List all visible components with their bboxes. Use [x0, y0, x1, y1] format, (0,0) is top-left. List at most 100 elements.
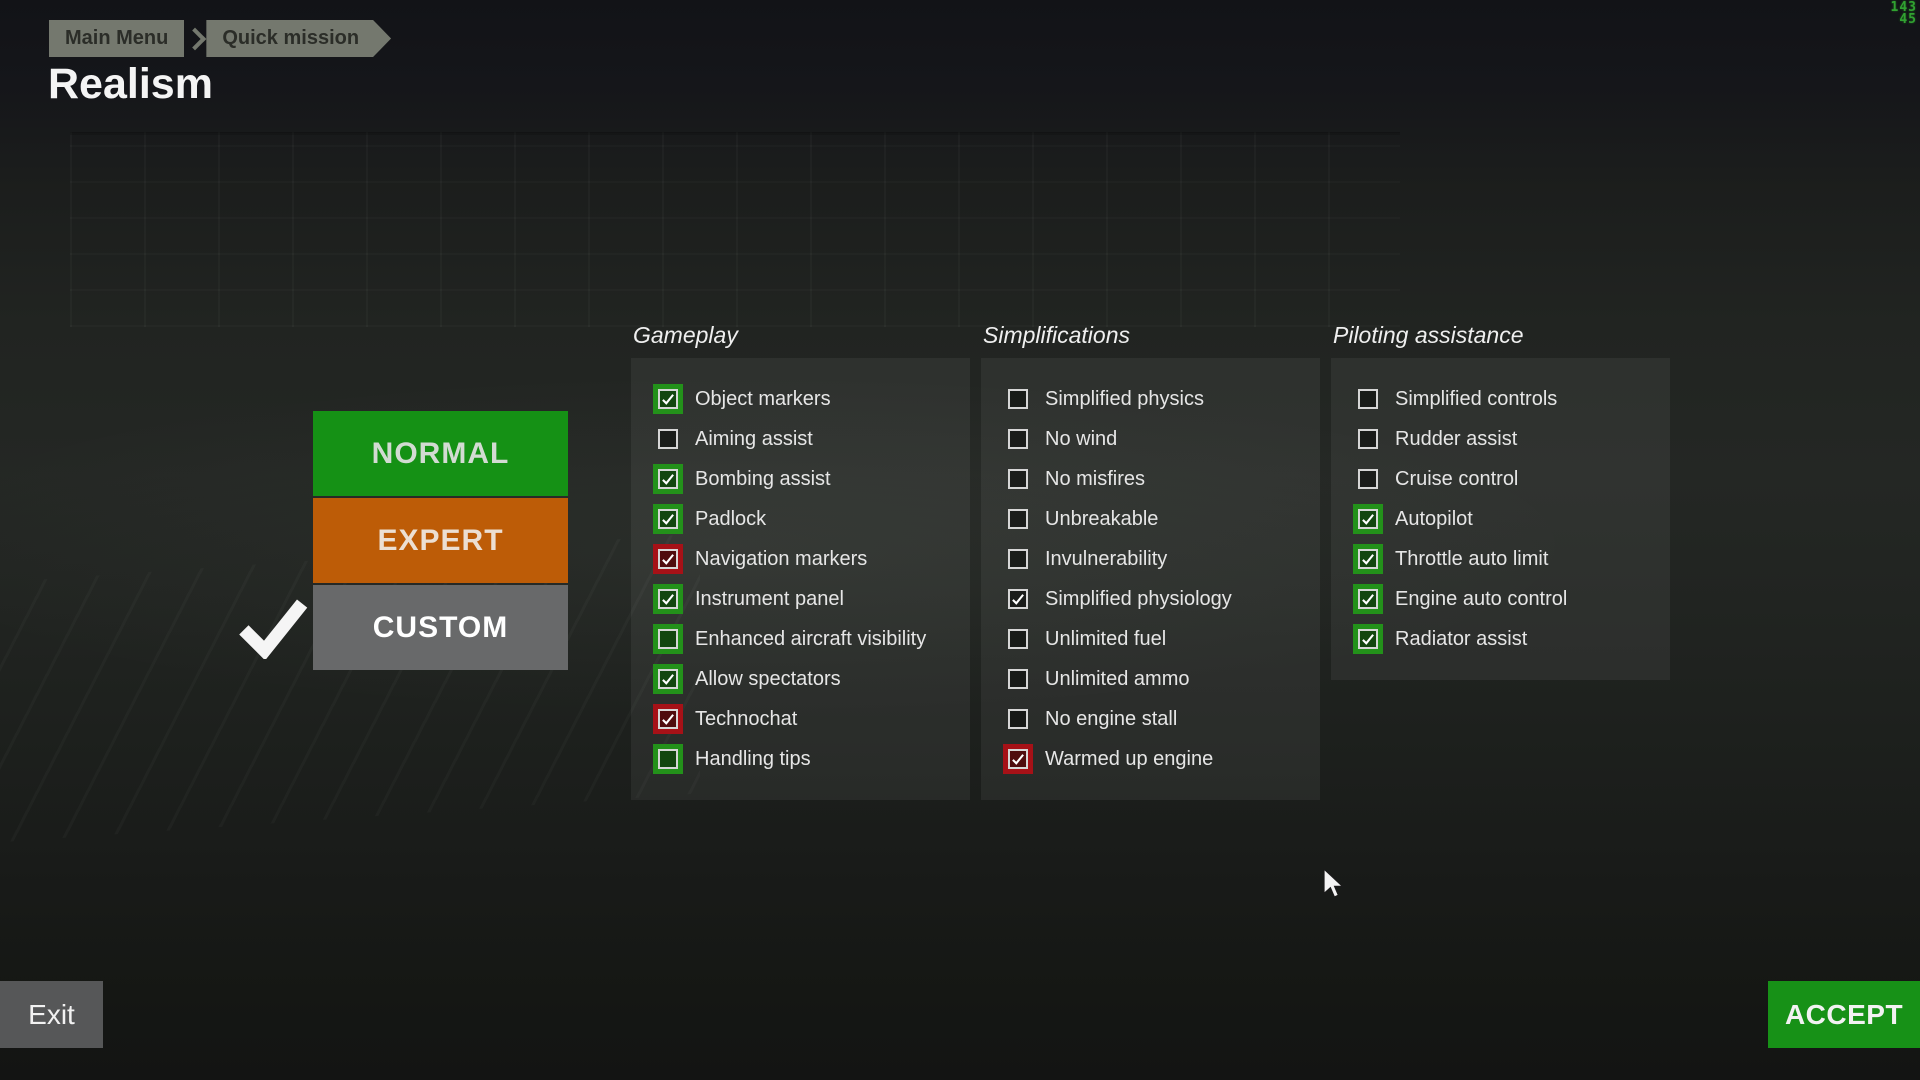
empty-checkbox — [1008, 469, 1028, 489]
checkbox-row-no-wind[interactable]: No wind — [981, 419, 1320, 459]
checkbox-aiming-assist — [653, 424, 683, 454]
checkbox-row-no-engine-stall[interactable]: No engine stall — [981, 699, 1320, 739]
breadcrumb-quick-mission[interactable]: Quick mission — [206, 20, 391, 57]
checkbox-rudder-assist — [1353, 424, 1383, 454]
checkbox-label: Warmed up engine — [1045, 747, 1214, 770]
checkmark-icon — [1358, 629, 1378, 649]
checkbox-row-engine-auto-control[interactable]: Engine auto control — [1331, 579, 1670, 619]
checkbox-enhanced-aircraft-visibility — [653, 624, 683, 654]
background-hangar — [70, 132, 1400, 327]
checkmark-icon — [658, 469, 678, 489]
checkbox-row-unlimited-fuel[interactable]: Unlimited fuel — [981, 619, 1320, 659]
checkbox-label: Allow spectators — [695, 667, 841, 690]
checkbox-label: Simplified physics — [1045, 387, 1204, 410]
checkbox-label: Autopilot — [1395, 507, 1473, 530]
checkbox-row-padlock[interactable]: Padlock — [631, 499, 970, 539]
checkmark-icon — [1358, 589, 1378, 609]
checkbox-unbreakable — [1003, 504, 1033, 534]
checkmark-icon — [658, 549, 678, 569]
checkbox-no-engine-stall — [1003, 704, 1033, 734]
checkbox-row-simplified-physics[interactable]: Simplified physics — [981, 379, 1320, 419]
column-title: Gameplay — [633, 322, 738, 348]
checkbox-label: Simplified controls — [1395, 387, 1558, 410]
checkbox-no-wind — [1003, 424, 1033, 454]
checkbox-invulnerability — [1003, 544, 1033, 574]
checkmark-icon — [658, 389, 678, 409]
empty-checkbox — [658, 429, 678, 449]
preset-button-expert[interactable]: EXPERT — [313, 498, 568, 583]
preset-check-slot — [233, 498, 313, 583]
column-piloting-assistance: Piloting assistance Simplified controls Ru… — [1331, 322, 1670, 680]
checkbox-row-autopilot[interactable]: Autopilot — [1331, 499, 1670, 539]
checkbox-row-unlimited-ammo[interactable]: Unlimited ammo — [981, 659, 1320, 699]
checkbox-row-unbreakable[interactable]: Unbreakable — [981, 499, 1320, 539]
checkbox-label: Handling tips — [695, 747, 811, 770]
preset-button-custom[interactable]: CUSTOM — [313, 585, 568, 670]
checkbox-label: Navigation markers — [695, 547, 868, 570]
checkbox-row-no-misfires[interactable]: No misfires — [981, 459, 1320, 499]
empty-checkbox — [1008, 389, 1028, 409]
checkbox-technochat — [653, 704, 683, 734]
checkmark-icon — [1358, 549, 1378, 569]
column-panel: Simplified physics No wind No misfires Unbr… — [981, 358, 1320, 800]
checkbox-engine-auto-control — [1353, 584, 1383, 614]
fps-value-top: 143 — [1890, 0, 1917, 15]
checkbox-label: Simplified physiology — [1045, 587, 1232, 610]
checkbox-row-aiming-assist[interactable]: Aiming assist — [631, 419, 970, 459]
checkmark-icon — [1008, 749, 1028, 769]
checkbox-label: Unbreakable — [1045, 507, 1159, 530]
checkbox-row-navigation-markers[interactable]: Navigation markers — [631, 539, 970, 579]
checkbox-row-object-markers[interactable]: Object markers — [631, 379, 970, 419]
checkbox-label: No engine stall — [1045, 707, 1178, 730]
empty-checkbox — [1008, 549, 1028, 569]
empty-checkbox — [658, 629, 678, 649]
exit-button[interactable]: Exit — [0, 981, 103, 1048]
checkmark-icon — [658, 509, 678, 529]
checkbox-row-simplified-controls[interactable]: Simplified controls — [1331, 379, 1670, 419]
checkbox-label: Invulnerability — [1045, 547, 1168, 570]
checkbox-row-warmed-up-engine[interactable]: Warmed up engine — [981, 739, 1320, 779]
empty-checkbox — [1008, 509, 1028, 529]
checkbox-row-instrument-panel[interactable]: Instrument panel — [631, 579, 970, 619]
preset-row-expert: EXPERT — [233, 498, 568, 583]
checkbox-row-throttle-auto-limit[interactable]: Throttle auto limit — [1331, 539, 1670, 579]
empty-checkbox — [1008, 629, 1028, 649]
checkbox-throttle-auto-limit — [1353, 544, 1383, 574]
checkbox-label: Cruise control — [1395, 467, 1519, 490]
checkbox-row-invulnerability[interactable]: Invulnerability — [981, 539, 1320, 579]
breadcrumb-main-menu[interactable]: Main Menu — [49, 20, 185, 57]
column-title: Simplifications — [983, 322, 1130, 348]
checkbox-row-cruise-control[interactable]: Cruise control — [1331, 459, 1670, 499]
checkbox-unlimited-ammo — [1003, 664, 1033, 694]
checkbox-autopilot — [1353, 504, 1383, 534]
checkbox-row-radiator-assist[interactable]: Radiator assist — [1331, 619, 1670, 659]
empty-checkbox — [1358, 429, 1378, 449]
preset-button-normal[interactable]: NORMAL — [313, 411, 568, 496]
checkbox-row-handling-tips[interactable]: Handling tips — [631, 739, 970, 779]
fps-value-bottom: 45 — [1899, 12, 1917, 27]
accept-button[interactable]: ACCEPT — [1768, 981, 1920, 1048]
checkbox-label: Unlimited ammo — [1045, 667, 1190, 690]
checkbox-label: Rudder assist — [1395, 427, 1518, 450]
preset-row-custom: CUSTOM — [233, 585, 568, 670]
checkbox-simplified-controls — [1353, 384, 1383, 414]
checkbox-row-bombing-assist[interactable]: Bombing assist — [631, 459, 970, 499]
page-title: Realism — [48, 60, 213, 108]
realism-option-columns: Gameplay Object markers Aiming assist Bombi… — [631, 322, 1670, 800]
preset-row-normal: NORMAL — [233, 411, 568, 496]
fps-counter: 143 45 — [1890, 0, 1917, 27]
checkbox-simplified-physiology — [1003, 584, 1033, 614]
checkmark-icon — [1008, 589, 1028, 609]
column-gameplay: Gameplay Object markers Aiming assist Bombi… — [631, 322, 970, 800]
checkbox-row-allow-spectators[interactable]: Allow spectators — [631, 659, 970, 699]
checkbox-label: No wind — [1045, 427, 1118, 450]
checkbox-row-enhanced-aircraft-visibility[interactable]: Enhanced aircraft visibility — [631, 619, 970, 659]
checkbox-row-simplified-physiology[interactable]: Simplified physiology — [981, 579, 1320, 619]
checkbox-label: Enhanced aircraft visibility — [695, 627, 927, 650]
checkmark-icon — [658, 589, 678, 609]
checkbox-row-technochat[interactable]: Technochat — [631, 699, 970, 739]
checkbox-row-rudder-assist[interactable]: Rudder assist — [1331, 419, 1670, 459]
checkbox-navigation-markers — [653, 544, 683, 574]
checkbox-label: Aiming assist — [695, 427, 813, 450]
